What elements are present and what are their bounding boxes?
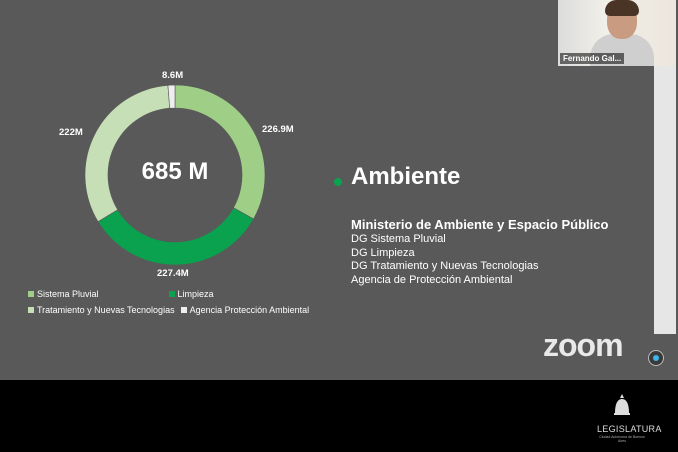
- ministry-heading: Ministerio de Ambiente y Espacio Público: [351, 217, 609, 232]
- segment-label-agencia: 8.6M: [162, 70, 184, 81]
- donut-segment-3: [167, 84, 176, 109]
- legend-item-agencia: Agencia Protección Ambiental: [180, 305, 310, 315]
- segment-label-sistema-pluvial: 226.9M: [262, 124, 294, 135]
- legend-label: Agencia Protección Ambiental: [189, 305, 310, 315]
- legend-swatch: [28, 291, 34, 297]
- directorate-list: DG Sistema Pluvial DG Limpieza DG Tratam…: [351, 233, 539, 287]
- donut-segment-1: [97, 207, 254, 266]
- legislatura-name: LEGISLATURA: [597, 424, 662, 434]
- vertical-scrollbar[interactable]: [654, 66, 676, 334]
- donut-total-label: 685 M: [141, 158, 209, 185]
- legend-item-sistema-pluvial: Sistema Pluvial: [28, 289, 99, 299]
- legend-swatch: [180, 307, 187, 313]
- donut-segment-0: [174, 84, 266, 220]
- zoom-meeting-badge-icon[interactable]: [648, 350, 664, 366]
- participant-video-hair: [605, 0, 639, 16]
- title-bullet-icon: [334, 178, 342, 186]
- legislatura-emblem-icon: [614, 394, 630, 415]
- legend-swatch: [28, 307, 34, 313]
- donut-segment-2: [84, 84, 171, 223]
- participant-video-tile[interactable]: Fernando Gal...: [558, 0, 676, 66]
- chart-legend: Sistema Pluvial Limpieza Tratamiento y N…: [28, 286, 315, 318]
- legend-item-limpieza: Limpieza: [168, 289, 214, 299]
- legend-label: Tratamiento y Nuevas Tecnologias: [37, 305, 175, 315]
- directorate-item: DG Tratamiento y Nuevas Tecnologias: [351, 260, 539, 272]
- legend-swatch: [168, 291, 175, 297]
- segment-label-tratamiento: 222M: [59, 127, 83, 138]
- zoom-logo: zoom: [543, 327, 624, 363]
- legislatura-subtitle: Ciudad Autónoma de Buenos Aires: [599, 435, 645, 443]
- directorate-item: DG Limpieza: [351, 246, 415, 259]
- legend-label: Limpieza: [177, 289, 214, 299]
- donut-chart: [84, 84, 266, 266]
- legend-label: Sistema Pluvial: [37, 289, 99, 299]
- slide-title: Ambiente: [351, 163, 461, 190]
- segment-label-limpieza: 227.4M: [157, 268, 189, 279]
- legislatura-logo: LEGISLATURA Ciudad Autónoma de Buenos Ai…: [597, 393, 662, 443]
- participant-name-tag: Fernando Gal...: [560, 53, 625, 64]
- legend-item-tratamiento: Tratamiento y Nuevas Tecnologias: [28, 305, 175, 315]
- directorate-item: DG Sistema Pluvial: [351, 233, 446, 245]
- directorate-item: Agencia de Protección Ambiental: [351, 273, 513, 286]
